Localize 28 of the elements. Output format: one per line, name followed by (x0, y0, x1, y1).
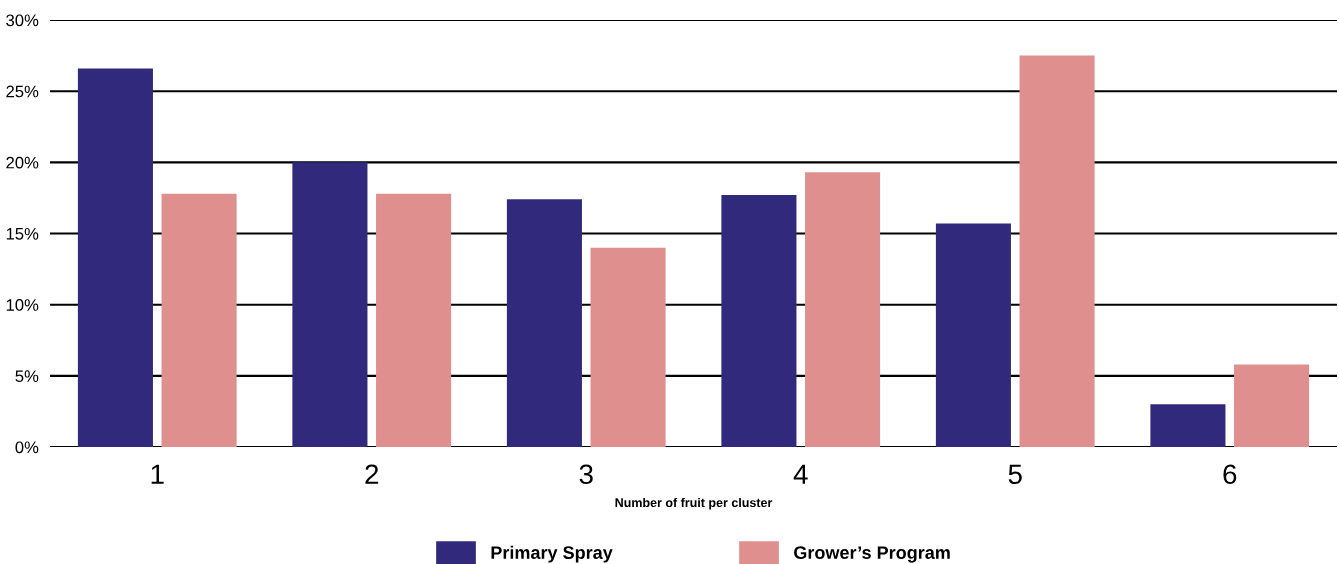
bar (292, 162, 368, 447)
y-tick-label: 0% (15, 441, 39, 454)
x-tick-label: 2 (365, 464, 379, 484)
y-tick-label: 15% (6, 227, 39, 240)
bar (805, 172, 881, 447)
bar (590, 247, 666, 447)
bar (161, 193, 237, 447)
bar (376, 193, 452, 447)
x-tick-label: 1 (151, 464, 164, 484)
y-tick-label: 25% (6, 85, 39, 98)
legend-label: Primary Spray (491, 545, 613, 563)
x-axis-title: Number of fruit per cluster (615, 497, 773, 510)
bar (935, 223, 1011, 447)
legend-label: Grower’s Program (794, 546, 950, 563)
bar (721, 195, 797, 447)
x-tick-label: 3 (579, 464, 593, 485)
y-tick-label: 30% (6, 14, 39, 27)
y-tick-label: 5% (15, 370, 39, 383)
bar (1150, 404, 1226, 447)
x-tick-label: 6 (1223, 464, 1237, 485)
x-tick-label: 4 (793, 464, 808, 484)
y-tick-label: 10% (6, 299, 39, 311)
bar (1019, 55, 1095, 447)
bar (506, 199, 582, 447)
bar (77, 68, 153, 447)
y-tick-label: 20% (6, 156, 39, 169)
bar (1234, 364, 1310, 447)
x-tick-label: 5 (1008, 464, 1022, 485)
